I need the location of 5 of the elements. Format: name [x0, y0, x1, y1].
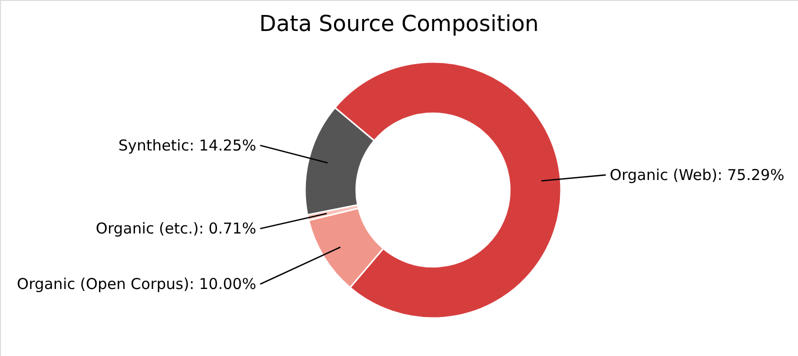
- slice-label: Organic (etc.): 0.71%: [96, 220, 256, 238]
- chart-title: Data Source Composition: [259, 12, 539, 37]
- slice-label: Organic (Web): 75.29%: [610, 166, 784, 184]
- slice-label: Organic (Open Corpus): 10.00%: [16, 275, 256, 294]
- slice-label: Synthetic: 14.25%: [118, 136, 256, 154]
